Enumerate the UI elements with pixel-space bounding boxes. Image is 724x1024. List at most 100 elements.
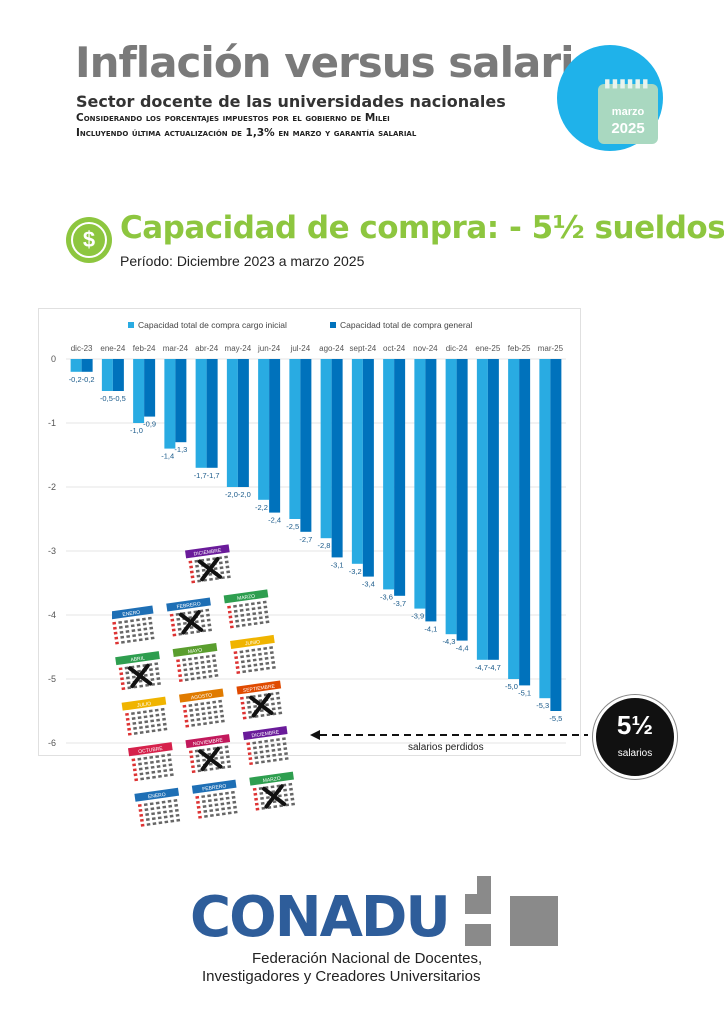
data-label: -1,7-1,7 [194, 471, 220, 480]
calendar-month-name: DICIEMBRE [193, 548, 222, 558]
x-tick-label: mar-25 [538, 344, 564, 353]
bar [362, 359, 374, 577]
y-tick-label: -4 [48, 610, 56, 620]
conadu-logo: CONADU [190, 885, 451, 950]
calendar-month-card: OCTUBRE [127, 742, 174, 782]
bar [351, 359, 363, 564]
data-label: -2,8 [317, 541, 330, 550]
legend-swatch [128, 322, 134, 328]
calendar-month-name: FEBRERO [176, 601, 201, 610]
calendar-month-name: AGOSTO [191, 692, 213, 701]
circle-caption: salarios [617, 748, 653, 759]
x-tick-label: feb-25 [508, 344, 531, 353]
circle-value: 5½ [616, 710, 654, 740]
data-label: -3,2 [349, 567, 362, 576]
bar [133, 359, 145, 423]
data-label: -3,7 [393, 599, 406, 608]
data-label: -4,3 [442, 637, 455, 646]
calendar-month-name: ABRIL [130, 655, 145, 663]
bar [320, 359, 332, 539]
lost-salaries-label: salarios perdidos [408, 742, 484, 753]
page-subtitle: Sector docente de las universidades naci… [76, 92, 506, 111]
bar [81, 359, 93, 372]
legend-label: Capacidad total de compra cargo inicial [138, 320, 287, 330]
calendar-month-name: DICIEMBRE [251, 729, 280, 739]
bar [476, 359, 488, 660]
federation-line-1: Federación Nacional de Docentes, [252, 950, 483, 967]
bar [550, 359, 562, 711]
cross-mark-icon [249, 693, 274, 718]
y-tick-label: 0 [51, 354, 56, 364]
data-label: -5,1 [518, 688, 531, 697]
data-label: -3,1 [331, 560, 344, 569]
calendar-icon: ▮▮▮▮▮▮ marzo 2025 [598, 76, 658, 144]
bar [383, 359, 395, 590]
y-tick-label: -6 [48, 738, 56, 748]
note-impuestos: Considerando los porcentajes impuestos p… [76, 112, 390, 124]
x-tick-label: dic-24 [446, 344, 468, 353]
bar [258, 359, 270, 500]
calendar-month-card: MARZO [223, 589, 270, 629]
calendar-month-name: MAYO [188, 647, 203, 655]
calendar-month-name: ENERO [122, 610, 141, 618]
period-label: Período: Diciembre 2023 a marzo 2025 [120, 253, 365, 269]
calendar-month-card: ABRIL [115, 651, 161, 691]
calendar-month-card: JUNIO [230, 634, 276, 674]
cross-mark-icon [261, 784, 287, 809]
data-label: -3,9 [411, 612, 424, 621]
cross-mark-icon [198, 746, 223, 772]
y-tick-label: -1 [48, 418, 56, 428]
dashed-arrow [310, 730, 588, 740]
cross-mark-icon [197, 557, 223, 582]
data-label: -2,0-2,0 [225, 490, 251, 499]
bar [425, 359, 437, 622]
page-title: Inflación versus salario [75, 38, 602, 87]
calendar-month-name: OCTUBRE [138, 746, 164, 755]
data-label: -5,0 [505, 682, 518, 691]
bar [164, 359, 176, 449]
bar [300, 359, 312, 532]
calendar-month: marzo [611, 106, 645, 118]
calendar-month-name: MARZO [262, 776, 281, 784]
bar [101, 359, 113, 391]
calendar-month-card: MAYO [172, 643, 219, 683]
bar [539, 359, 551, 699]
logo-squares-icon [465, 876, 558, 946]
data-label: -3,4 [362, 580, 375, 589]
x-tick-label: ene-24 [100, 344, 125, 353]
calendar-month-name: ENERO [148, 792, 167, 800]
calendar-year: 2025 [611, 120, 645, 137]
calendar-month-card: FEBRERO [166, 597, 212, 637]
bar [206, 359, 218, 468]
bar [519, 359, 531, 686]
data-label: -0,5-0,5 [100, 394, 126, 403]
cross-mark-icon [127, 663, 153, 689]
bar [195, 359, 207, 468]
calendar-month-name: NOVIEMBRE [193, 737, 224, 747]
x-tick-label: mar-24 [163, 344, 189, 353]
calendar-month-card: NOVIEMBRE [185, 734, 232, 774]
x-tick-label: jul-24 [290, 344, 311, 353]
bar [445, 359, 457, 635]
data-label: -1,4 [161, 452, 174, 461]
calendar-month-card: DICIEMBRE [242, 726, 289, 766]
calendar-month-name: FEBRERO [202, 783, 227, 792]
x-tick-label: may-24 [225, 344, 252, 353]
note-actualizacion: Incluyendo última actualización de 1,3% … [76, 127, 417, 139]
y-tick-label: -2 [48, 482, 56, 492]
bar [394, 359, 406, 596]
bar [508, 359, 520, 679]
bar [226, 359, 238, 487]
data-label: -1,0 [130, 426, 143, 435]
bar-chart: Capacidad total de compra cargo inicial C… [48, 320, 566, 748]
data-label: -4,1 [424, 624, 437, 633]
data-label: -2,5 [286, 522, 299, 531]
federation-line-2: Investigadores y Creadores Universitario… [202, 968, 481, 985]
bar [70, 359, 82, 372]
data-label: -3,6 [380, 592, 393, 601]
data-label: -5,5 [549, 714, 562, 723]
x-tick-label: dic-23 [71, 344, 93, 353]
data-label: -5,3 [536, 701, 549, 710]
calendar-month-card: AGOSTO [179, 688, 225, 728]
calendar-month-card: MARZO [249, 771, 296, 811]
